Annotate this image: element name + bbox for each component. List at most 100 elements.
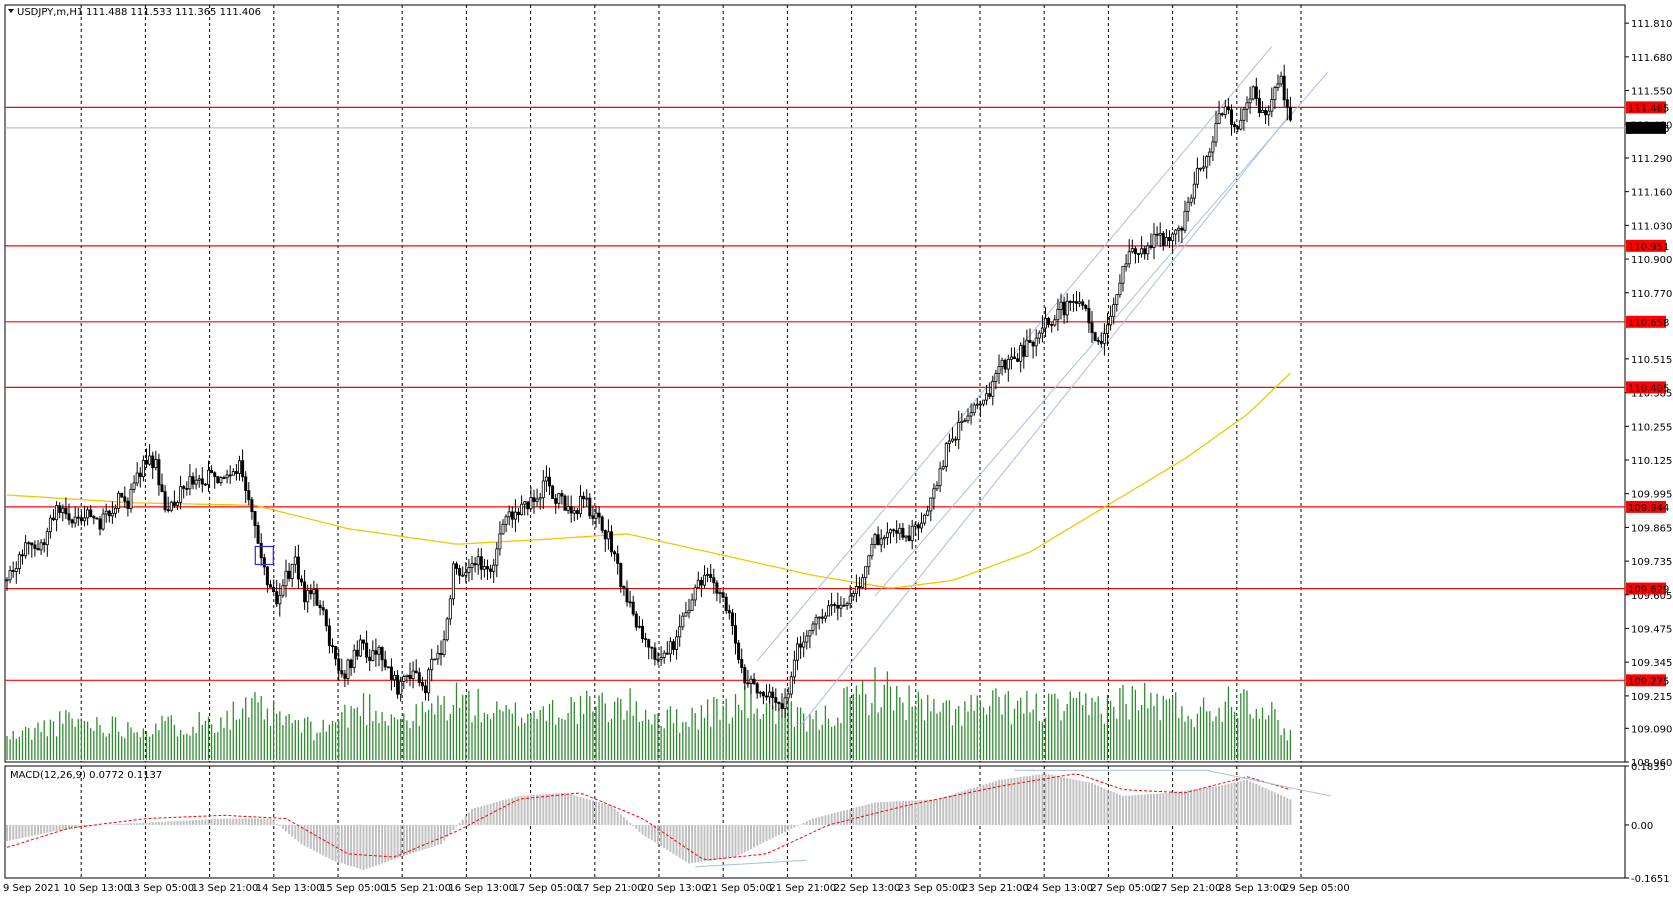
candle-body xyxy=(1137,253,1141,255)
candle-body xyxy=(1202,166,1206,169)
panel-frames xyxy=(4,4,1626,879)
candle-body xyxy=(678,626,682,638)
candle-body xyxy=(179,486,183,503)
candle-body xyxy=(303,581,307,603)
candle-body xyxy=(737,642,741,660)
candle-body xyxy=(228,474,232,477)
y-tick-label: 109.735 xyxy=(1631,557,1672,568)
candle-body xyxy=(86,509,90,519)
candle-body xyxy=(845,603,849,606)
candle-body xyxy=(867,555,871,568)
candle-body xyxy=(802,641,806,648)
candle-body xyxy=(631,601,635,615)
candle-body xyxy=(89,509,93,517)
candle-body xyxy=(591,515,595,519)
candle-body xyxy=(861,577,865,588)
candle-body xyxy=(913,524,917,527)
current-price-label: 111.406 xyxy=(1628,124,1669,135)
candle-body xyxy=(1186,201,1190,212)
x-tick-label: 22 Sep 13:00 xyxy=(834,883,901,894)
candle-body xyxy=(1217,113,1221,124)
macd-panel-frame xyxy=(4,765,1626,879)
candle-body xyxy=(991,381,995,397)
candle-body xyxy=(538,497,542,500)
candle-body xyxy=(268,584,272,588)
candle-body xyxy=(104,510,108,515)
macd-divergence-lines xyxy=(695,769,1331,868)
candle-body xyxy=(907,535,911,541)
candle-body xyxy=(343,673,347,679)
candle-body xyxy=(523,501,527,505)
candle-body xyxy=(789,676,793,695)
volume-bars xyxy=(6,667,1292,760)
candle-body xyxy=(1025,339,1029,357)
candle-body xyxy=(808,629,812,637)
y-tick-label: 109.605 xyxy=(1631,591,1672,602)
candle-body xyxy=(1053,319,1057,326)
candle-body xyxy=(1208,151,1212,158)
candle-body xyxy=(1090,322,1094,334)
level-label: 110.405 xyxy=(1628,383,1669,394)
y-tick-label: 110.385 xyxy=(1631,389,1672,400)
candle-body xyxy=(482,566,486,570)
candle-body xyxy=(408,674,412,679)
candle-body xyxy=(1068,300,1072,303)
current-price-box xyxy=(1626,121,1666,134)
candle-body xyxy=(361,639,365,644)
candle-body xyxy=(36,548,40,551)
candle-body xyxy=(110,512,114,517)
candle-body xyxy=(941,466,945,470)
x-tick-label: 23 Sep 05:00 xyxy=(898,883,965,894)
candle-body xyxy=(58,505,62,513)
candle-body xyxy=(622,586,626,589)
candle-body xyxy=(1087,308,1091,324)
candle-body xyxy=(219,477,223,484)
candle-body xyxy=(923,514,927,524)
candle-body xyxy=(1022,345,1026,357)
candle-body xyxy=(579,495,583,514)
candle-body xyxy=(259,542,263,559)
candle-body xyxy=(1016,358,1020,362)
candle-body xyxy=(349,659,353,669)
y-tick-label: 110.125 xyxy=(1631,456,1672,467)
candle-body xyxy=(334,646,338,660)
x-tick-label: 23 Sep 21:00 xyxy=(962,883,1029,894)
candle-body xyxy=(644,638,648,641)
candle-body xyxy=(206,469,210,485)
candle-body xyxy=(392,674,396,681)
candle-body xyxy=(665,652,669,655)
candle-body xyxy=(768,691,772,698)
candle-body xyxy=(492,564,496,572)
candle-body xyxy=(1248,98,1252,104)
candle-body xyxy=(1171,233,1175,241)
candle-body xyxy=(48,517,52,533)
candle-body xyxy=(1084,305,1088,309)
candle-body xyxy=(653,647,657,660)
candle-body xyxy=(79,517,83,522)
candle-body xyxy=(1006,358,1010,370)
moving-average-line xyxy=(6,372,1291,589)
y-tick-label: 110.770 xyxy=(1631,289,1672,300)
candle-body xyxy=(1133,248,1137,254)
candle-body xyxy=(448,598,452,620)
candle-body xyxy=(730,612,734,627)
candle-body xyxy=(194,479,198,485)
candle-body xyxy=(1149,245,1153,248)
candle-body xyxy=(1040,327,1044,334)
candle-body xyxy=(73,516,77,524)
candle-body xyxy=(39,542,43,551)
candle-body xyxy=(203,483,207,486)
price-panel-frame xyxy=(4,4,1626,763)
x-tick-label: 9 Sep 2021 xyxy=(3,883,60,894)
candle-body xyxy=(1009,356,1013,360)
candle-body xyxy=(1047,317,1051,325)
candle-body xyxy=(994,373,998,382)
candles xyxy=(5,64,1292,718)
candle-body xyxy=(895,530,899,534)
candle-body xyxy=(396,674,400,695)
candle-body xyxy=(445,618,449,641)
candle-body xyxy=(724,596,728,612)
level-label-box xyxy=(1626,101,1666,114)
candle-body xyxy=(1164,237,1168,247)
